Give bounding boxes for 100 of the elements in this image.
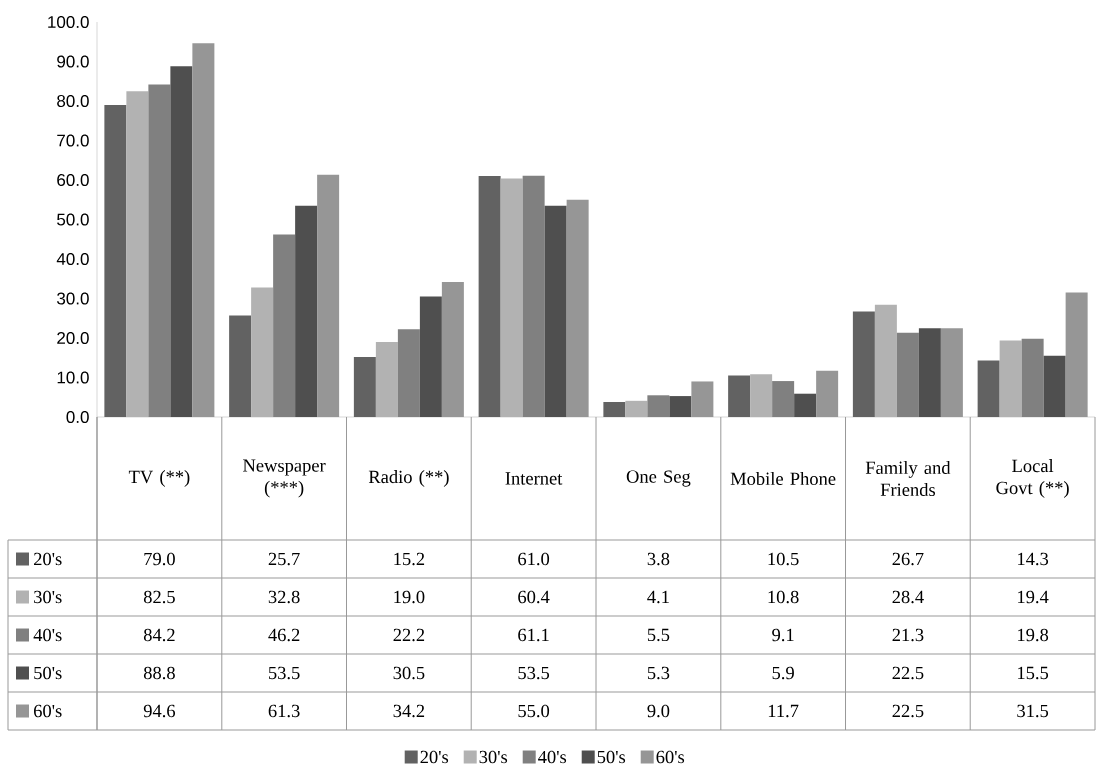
y-tick-label: 40.0 [56,252,89,266]
data-label: 88.8 [143,666,175,680]
data-label: 53.5 [269,666,300,680]
x-tick-label: One Seg [626,470,691,487]
data-label: 22.2 [393,628,425,642]
data-label: 15.5 [1018,666,1049,680]
y-tick-label: 20.0 [57,331,89,345]
bar [419,296,442,418]
bar [647,395,670,418]
data-label: 84.2 [143,628,175,642]
data-label: 28.4 [892,590,924,604]
bar [1043,355,1066,418]
data-label: 5.3 [647,666,670,680]
data-label: 55.0 [518,704,550,718]
bar [750,374,773,418]
text: 40's [538,750,567,764]
bar [126,91,149,418]
data-label: 46.2 [268,628,300,642]
legend-label: 50's [34,666,62,680]
y-tick-label: 100.0 [48,15,89,29]
bar [148,84,171,418]
data-label: 61.3 [268,704,300,718]
data-label: 21.3 [892,628,924,642]
y-tick-label: 70.0 [57,134,89,147]
data-label: 5.9 [772,666,794,680]
data-label: 10.8 [768,590,799,604]
data-label: 10.5 [768,552,799,566]
x-tick-label: Internet [505,472,563,485]
legend-label: 60's [34,704,62,718]
bar [918,328,941,418]
bar [896,332,919,418]
x-tick-label: Local Govt (**) [996,459,1069,498]
x-tick-label: Radio (**) [368,470,449,487]
bar [728,375,751,418]
x-tick-label: Mobile Phone [730,471,836,486]
legend-label: 30's [34,590,62,604]
bar [229,315,252,418]
data-label: 22.5 [892,666,924,680]
data-label: 19.0 [394,590,425,604]
bar [397,329,420,418]
data-label: 4.1 [647,590,669,604]
data-label: 32.8 [268,590,300,604]
data-label: 19.8 [1018,628,1049,642]
data-label: 82.5 [143,590,175,604]
bar [852,311,875,418]
bar [353,356,376,418]
data-label: 61.1 [518,628,549,642]
bar [999,340,1022,418]
text: 30's [479,750,508,764]
bar [295,205,318,418]
bar [478,176,501,418]
data-label: 30.5 [393,666,425,680]
y-tick-label: 60.0 [57,173,89,187]
text: 20's [420,750,449,764]
data-label: 61.0 [518,552,550,566]
data-label: 3.8 [647,552,670,566]
y-tick-label: 80.0 [57,94,89,108]
data-label: 9.0 [647,704,670,718]
data-label: 19.4 [1018,590,1049,604]
data-label: 25.7 [268,552,300,566]
bar [874,304,897,418]
data-label: 9.1 [772,628,794,642]
data-label: 34.2 [393,704,425,718]
bar [977,360,1000,418]
bar [104,104,127,418]
bar [603,402,626,418]
bar [522,175,545,418]
bar [170,66,193,418]
data-label: 5.5 [647,628,670,642]
x-tick-label: Family and Friends [865,460,951,497]
text: 50's [597,750,626,764]
data-label: 11.7 [768,704,799,718]
bar [1021,338,1044,418]
bar [625,400,648,418]
bar [500,178,523,418]
data-label: 60.4 [518,590,550,604]
data-label: 14.3 [1018,552,1049,566]
data-label: 26.7 [892,552,924,566]
bar [375,341,398,418]
bar [669,396,692,418]
bar [544,205,567,418]
y-tick-label: 30.0 [57,292,89,305]
bar [251,287,274,418]
bar [772,381,795,418]
legend-label: 20's [34,552,62,566]
data-label: 94.6 [143,704,176,718]
x-tick-label: TV (**) [128,470,190,487]
data-label: 53.5 [518,666,550,680]
x-tick-label: Newspaper (***) [243,459,326,498]
bar [794,393,817,418]
y-tick-label: 0.0 [66,410,89,424]
data-label: 31.5 [1017,704,1049,718]
y-tick-label: 10.0 [57,371,89,384]
data-label: 79.0 [144,552,175,566]
y-tick-label: 90.0 [57,55,89,68]
data-label: 15.2 [394,552,425,566]
data-label: 22.5 [892,704,924,718]
text: 60's [656,750,685,764]
bar [273,234,296,418]
legend-label: 40's [33,628,62,642]
